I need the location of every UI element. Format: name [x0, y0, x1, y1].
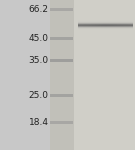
Text: 25.0: 25.0 — [29, 91, 49, 100]
Text: 18.4: 18.4 — [29, 118, 49, 127]
FancyBboxPatch shape — [50, 94, 73, 97]
FancyBboxPatch shape — [50, 0, 135, 150]
FancyBboxPatch shape — [50, 121, 73, 124]
Text: 45.0: 45.0 — [29, 34, 49, 43]
FancyBboxPatch shape — [50, 0, 74, 150]
FancyBboxPatch shape — [50, 37, 73, 40]
Text: 66.2: 66.2 — [29, 5, 49, 14]
FancyBboxPatch shape — [50, 8, 73, 11]
Text: 35.0: 35.0 — [28, 56, 49, 65]
FancyBboxPatch shape — [50, 59, 73, 62]
